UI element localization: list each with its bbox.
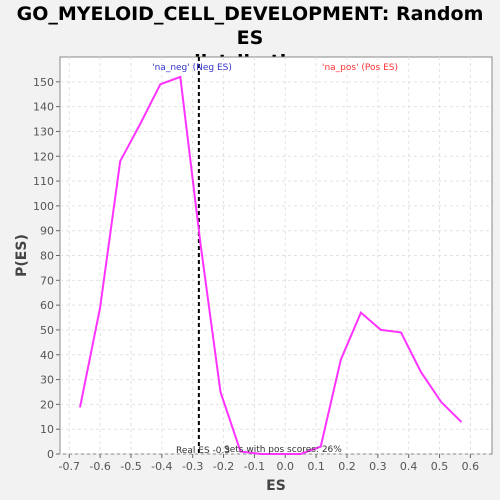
es-density-point xyxy=(239,450,242,453)
y-tick-label: 110 xyxy=(33,175,54,188)
y-tick-label: 80 xyxy=(40,250,54,263)
pos-sets-label: Sets with pos scores: 26% xyxy=(224,445,342,455)
es-density-point xyxy=(299,453,302,455)
pos-es-label: 'na_pos' (Pos ES) xyxy=(322,63,398,73)
y-tick-label: 90 xyxy=(40,225,54,238)
y-tick-label: 30 xyxy=(40,374,54,387)
y-tick-label: 150 xyxy=(33,76,54,89)
y-tick-label: 50 xyxy=(40,324,54,337)
x-tick-label: -0.5 xyxy=(120,460,141,473)
es-density-point xyxy=(360,311,362,314)
es-density-point xyxy=(179,76,182,78)
y-tick-label: 10 xyxy=(40,423,54,436)
es-density-point xyxy=(279,453,282,455)
es-density-line xyxy=(79,75,462,455)
x-tick-label: 0.0 xyxy=(277,460,295,473)
series-layer xyxy=(79,57,462,455)
es-density-point xyxy=(139,123,142,125)
y-tick-label: 70 xyxy=(40,274,54,287)
x-tick-label: 0.3 xyxy=(369,460,387,473)
x-tick-label: -0.3 xyxy=(182,460,203,473)
x-tick-label: -0.6 xyxy=(89,460,110,473)
es-density-point xyxy=(79,406,81,408)
y-tick-label: 60 xyxy=(40,299,54,312)
es-density-point xyxy=(440,401,442,403)
x-tick-label: 0.1 xyxy=(307,460,325,473)
x-tick-label: -0.7 xyxy=(59,460,80,473)
x-tick-label: 0.4 xyxy=(400,460,418,473)
es-density-point xyxy=(199,242,202,244)
axes: -0.7 -0.6 -0.5 -0.4 -0.3 -0.2 -0.1 0.0 0.1 0.2 0.3… xyxy=(33,76,479,473)
y-tick-label: 130 xyxy=(33,125,54,138)
y-tick-label: 120 xyxy=(33,150,54,163)
neg-es-label: 'na_neg' (Neg ES) xyxy=(152,63,232,73)
x-axis-title: ES xyxy=(266,478,286,494)
es-density-point xyxy=(319,445,322,448)
y-tick-label: 40 xyxy=(40,349,54,362)
es-density-point xyxy=(99,306,101,309)
es-density-point xyxy=(460,420,462,423)
y-axis-title: P(ES) xyxy=(14,234,30,277)
es-density-point xyxy=(259,453,262,455)
es-density-point xyxy=(219,391,222,393)
es-density-point xyxy=(119,160,121,163)
x-tick-label: 0.6 xyxy=(462,460,480,473)
x-tick-label: 0.2 xyxy=(338,460,356,473)
grid xyxy=(60,57,492,455)
y-tick-label: 100 xyxy=(33,200,54,213)
annotations: 'na_neg' (Neg ES) 'na_pos' (Pos ES) Real… xyxy=(152,63,398,456)
y-tick-label: 20 xyxy=(40,398,54,411)
x-tick-label: -0.4 xyxy=(151,460,172,473)
es-density-point xyxy=(400,331,402,334)
es-density-point xyxy=(340,358,342,361)
real-es-label: Real ES -0.3 xyxy=(176,446,230,456)
y-tick-label: 140 xyxy=(33,101,54,114)
x-tick-label: -0.2 xyxy=(213,460,234,473)
chart-title-line1: GO_MYELOID_CELL_DEVELOPMENT: Random ES xyxy=(16,3,484,49)
es-density-point xyxy=(420,371,422,373)
x-tick-label: 0.5 xyxy=(431,460,449,473)
x-tick-label: -0.1 xyxy=(244,460,265,473)
y-tick-label: 0 xyxy=(47,448,54,461)
es-density-point xyxy=(380,329,382,331)
es-density-point xyxy=(159,83,162,86)
